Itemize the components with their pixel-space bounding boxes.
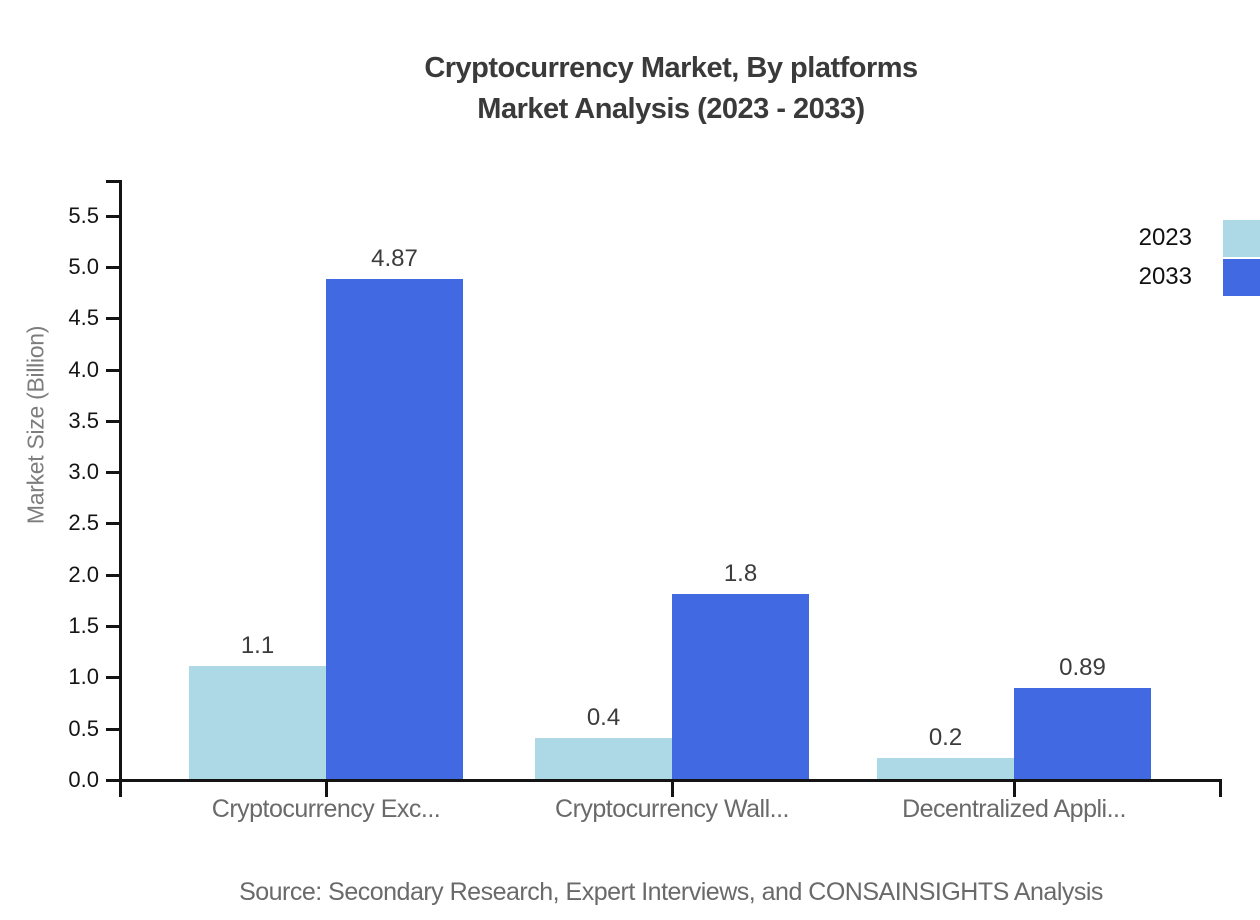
x-axis-line	[119, 779, 1222, 782]
legend-label-2023: 2023	[1138, 224, 1192, 251]
bar-2023-0	[189, 666, 326, 779]
bar-2033-0	[326, 279, 463, 779]
bar-value-label: 0.89	[1059, 654, 1106, 681]
legend-label-2033: 2033	[1138, 263, 1192, 290]
bar-2033-1	[672, 594, 809, 779]
y-tick-label: 4.5	[68, 305, 99, 330]
y-tick-label: 2.0	[68, 562, 99, 587]
x-tick	[325, 779, 328, 797]
x-tick	[671, 779, 674, 797]
x-tick	[1013, 779, 1016, 797]
y-tick	[106, 317, 119, 320]
y-tick	[106, 369, 119, 372]
bar-2023-2	[877, 758, 1014, 779]
bar-value-label: 4.87	[371, 245, 418, 272]
bar-value-label: 0.4	[586, 704, 621, 731]
y-tick-label: 0.0	[68, 767, 99, 792]
bar-value-label: 0.2	[928, 724, 963, 751]
y-tick	[106, 420, 119, 423]
x-category-label: Decentralized Appli...	[902, 795, 1126, 823]
legend-swatch-2023	[1223, 220, 1260, 257]
y-tick-label: 2.5	[68, 510, 99, 535]
chart-title: Cryptocurrency Market, By platforms Mark…	[120, 48, 1222, 130]
y-tick-label: 5.0	[68, 254, 99, 279]
y-tick-label: 5.5	[68, 203, 99, 228]
x-category-label: Cryptocurrency Exc...	[211, 795, 441, 823]
y-tick-label: 4.0	[68, 357, 99, 382]
y-tick	[106, 215, 119, 218]
bar-value-label: 1.8	[723, 560, 758, 587]
y-tick-label: 3.5	[68, 408, 99, 433]
y-tick	[106, 625, 119, 628]
chart-title-line2: Market Analysis (2023 - 2033)	[477, 93, 865, 125]
bar-value-label: 1.1	[240, 632, 275, 659]
y-tick-label: 1.0	[68, 664, 99, 689]
bar-2023-1	[535, 738, 672, 779]
x-axis-end-tick	[1219, 779, 1222, 797]
x-category-label: Cryptocurrency Wall...	[555, 795, 789, 823]
y-tick	[106, 574, 119, 577]
y-axis-end-tick	[106, 180, 119, 183]
y-tick	[106, 522, 119, 525]
source-note: Source: Secondary Research, Expert Inter…	[239, 878, 1103, 906]
y-tick	[106, 266, 119, 269]
y-tick-label: 1.5	[68, 613, 99, 638]
y-tick-label: 3.0	[68, 459, 99, 484]
y-tick	[106, 471, 119, 474]
y-axis-line	[119, 180, 122, 797]
legend-swatch-2033	[1223, 259, 1260, 296]
y-tick-label: 0.5	[68, 716, 99, 741]
chart-title-line1: Cryptocurrency Market, By platforms	[424, 52, 918, 84]
y-tick	[106, 779, 119, 782]
y-tick	[106, 676, 119, 679]
y-tick	[106, 728, 119, 731]
bar-2033-2	[1014, 688, 1151, 779]
